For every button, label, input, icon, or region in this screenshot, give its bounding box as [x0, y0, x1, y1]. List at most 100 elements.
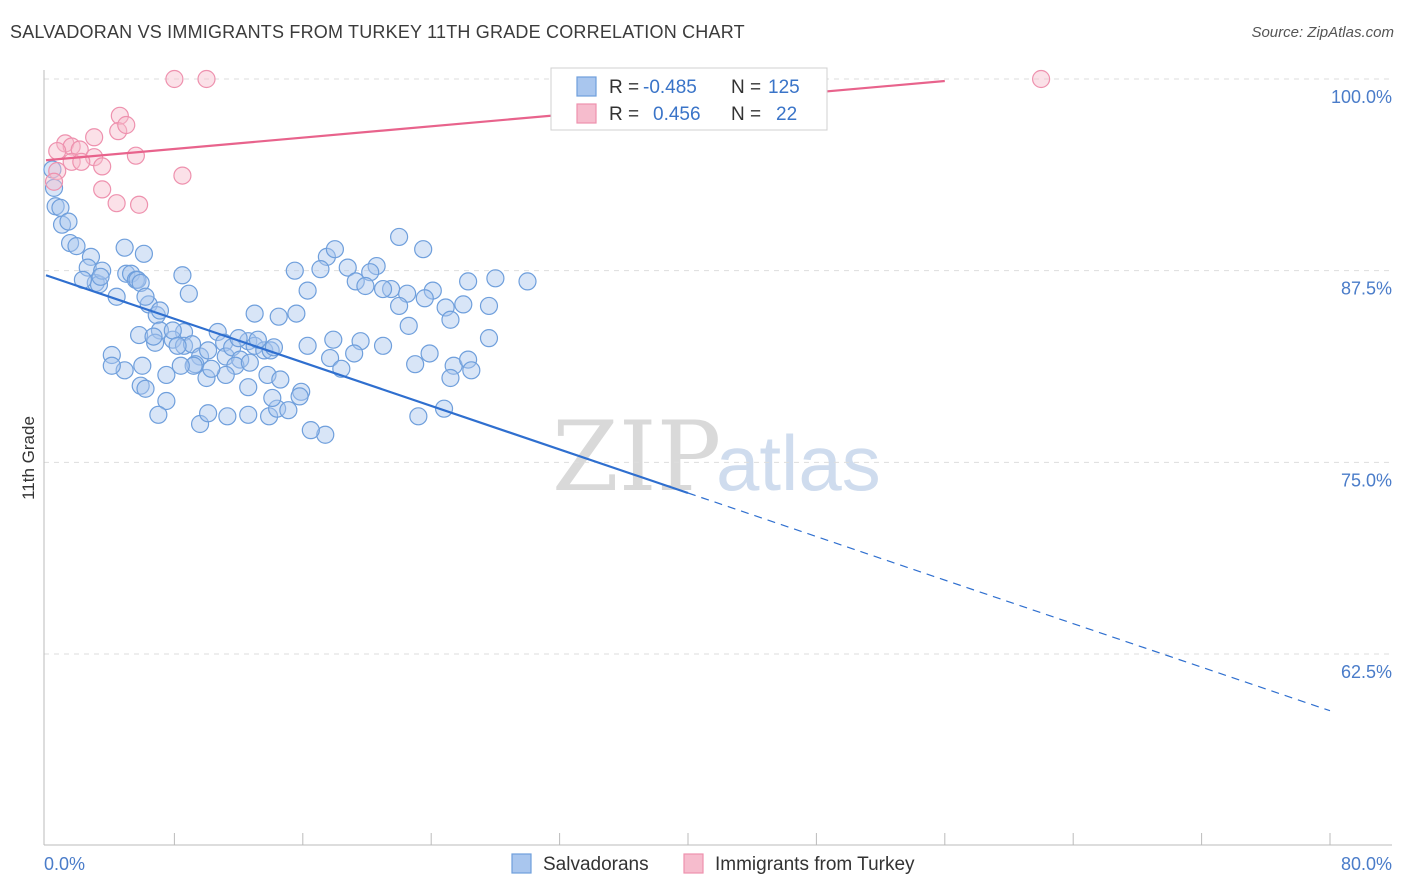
y-tick-label: 62.5%: [1341, 662, 1392, 682]
watermark-zip: ZIP: [552, 401, 721, 513]
salvadorans-points: [43, 160, 537, 444]
salvadorans-point: [441, 368, 460, 388]
trend-lines: [45, 79, 1331, 712]
salvadorans-point: [320, 348, 340, 368]
salvadorans-point: [459, 272, 478, 291]
salvadorans-point: [415, 289, 434, 308]
salvadorans-point: [399, 316, 418, 335]
salvadorans-point: [414, 240, 433, 259]
x-tick-label-min: 0.0%: [44, 854, 85, 874]
salvadorans-point: [356, 276, 375, 296]
bottom-legend-swatch-turkey: [683, 853, 704, 874]
salvadorans-point: [218, 407, 237, 426]
salvadorans-point: [157, 391, 176, 411]
legend-n-value-2: 22: [776, 104, 797, 125]
x-ticks: [173, 833, 1331, 845]
salvadorans-point: [136, 287, 155, 306]
y-tick-labels: 62.5% 75.0% 87.5% 100.0%: [1331, 87, 1392, 682]
legend-r-value-1: -0.485: [643, 77, 697, 98]
turkey-point: [110, 106, 129, 125]
salvadorans-point: [434, 399, 454, 418]
salvadorans-point: [263, 388, 282, 408]
salvadorans-point: [226, 356, 245, 375]
turkey-point: [197, 69, 216, 89]
salvadorans-point: [131, 376, 150, 395]
salvadorans-point: [199, 404, 218, 423]
salvadorans-point: [157, 365, 176, 385]
salvadorans-point: [81, 247, 101, 266]
salvadorans-point: [240, 353, 259, 372]
salvadorans-point: [345, 344, 364, 363]
salvadorans-trend-line-projection: [687, 492, 1331, 712]
salvadorans-trend-line: [45, 274, 689, 495]
salvadorans-point: [144, 327, 163, 346]
salvadorans-point: [311, 260, 330, 279]
salvadorans-point: [462, 361, 481, 380]
salvadorans-point: [199, 341, 218, 360]
salvadorans-point: [406, 355, 425, 374]
salvadorans-point: [131, 273, 150, 293]
salvadorans-point: [102, 345, 121, 365]
bottom-legend-swatch-salvadorans: [511, 853, 532, 874]
salvadorans-point: [287, 304, 306, 323]
x-tick-label-max: 80.0%: [1341, 854, 1392, 874]
salvadorans-point: [59, 212, 78, 231]
salvadorans-point: [93, 261, 112, 280]
salvadorans-point: [136, 379, 155, 398]
legend-box: R = -0.485 N = 125 R = 0.456 N = 22: [550, 67, 828, 131]
turkey-point: [107, 194, 126, 213]
salvadorans-point: [279, 401, 298, 420]
salvadorans-point: [163, 330, 182, 349]
axes: [43, 70, 1392, 846]
salvadorans-point: [179, 284, 198, 303]
salvadorans-point: [271, 370, 290, 389]
turkey-point: [1031, 69, 1051, 89]
salvadorans-point: [316, 425, 335, 444]
salvadorans-point: [390, 296, 409, 316]
salvadorans-point: [129, 325, 149, 345]
salvadorans-point: [91, 267, 110, 286]
salvadorans-point: [518, 272, 537, 291]
salvadorans-point: [146, 333, 165, 352]
turkey-point: [173, 166, 192, 185]
bottom-legend-label-salvadorans: Salvadorans: [543, 854, 649, 875]
turkey-point: [44, 172, 64, 191]
salvadorans-point: [173, 266, 192, 285]
y-tick-label: 87.5%: [1341, 279, 1392, 299]
salvadorans-point: [298, 336, 317, 355]
turkey-points: [44, 69, 1051, 214]
turkey-point: [85, 128, 104, 147]
turkey-point: [129, 195, 149, 214]
legend-n-value-1: 125: [768, 77, 800, 98]
legend-n-label-2: N =: [731, 104, 761, 125]
legend-swatch-pink: [576, 103, 597, 124]
legend-swatch-blue: [576, 76, 597, 97]
salvadorans-point: [67, 237, 86, 256]
salvadorans-point: [245, 304, 264, 323]
y-tick-label: 100.0%: [1331, 87, 1392, 107]
salvadorans-point: [486, 269, 505, 288]
turkey-point: [126, 146, 145, 165]
turkey-point: [93, 157, 112, 176]
salvadorans-point: [102, 356, 121, 375]
salvadorans-point: [373, 279, 393, 299]
salvadorans-point: [208, 322, 227, 342]
watermark-atlas: atlas: [716, 419, 881, 507]
salvadorans-point: [346, 272, 365, 291]
salvadorans-point: [184, 356, 203, 375]
turkey-point: [48, 161, 67, 181]
salvadorans-point: [197, 368, 216, 388]
y-axis-label: 11th Grade: [19, 416, 38, 500]
salvadorans-point: [290, 387, 309, 406]
turkey-point: [48, 141, 67, 161]
chart-title: SALVADORAN VS IMMIGRANTS FROM TURKEY 11T…: [10, 22, 745, 42]
legend-n-label-1: N =: [731, 77, 761, 98]
salvadorans-point: [202, 359, 221, 378]
salvadorans-point: [269, 307, 288, 326]
salvadorans-point: [171, 356, 190, 375]
bottom-legend: Salvadorans Immigrants from Turkey: [511, 853, 915, 875]
legend-frame: [550, 67, 828, 131]
salvadorans-point: [324, 330, 343, 349]
salvadorans-point: [128, 270, 147, 289]
